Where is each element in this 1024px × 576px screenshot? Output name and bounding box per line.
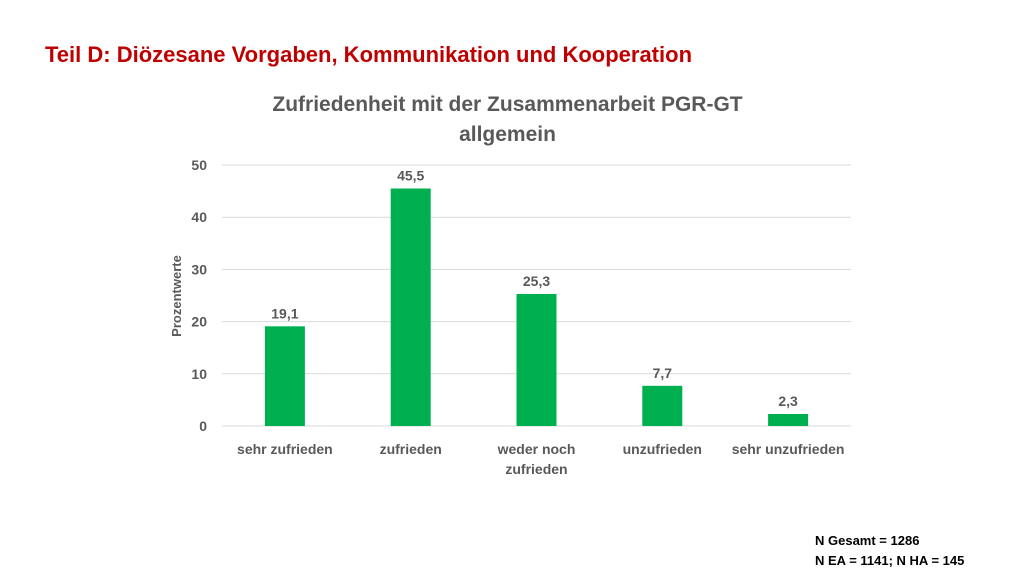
slide-title: Teil D: Diözesane Vorgaben, Kommunikatio… xyxy=(45,42,693,67)
x-tick-label-3: unzufrieden xyxy=(623,441,702,457)
sample-size-breakdown: N EA = 1141; N HA = 145 xyxy=(815,553,965,568)
chart-title-line-2: allgemein xyxy=(459,123,556,146)
bar-2 xyxy=(516,293,557,426)
value-label-3: 7,7 xyxy=(653,365,673,381)
y-tick-label-20: 20 xyxy=(191,314,207,330)
chart-title-line-1: Zufriedenheit mit der Zusammenarbeit PGR… xyxy=(272,93,743,116)
y-tick-label-30: 30 xyxy=(191,261,207,277)
x-tick-label-2-line-1: zufrieden xyxy=(505,461,567,477)
x-tick-label-1: zufrieden xyxy=(380,441,442,457)
bar-0 xyxy=(264,326,305,426)
x-tick-label-0: sehr zufrieden xyxy=(237,441,333,457)
y-tick-label-40: 40 xyxy=(191,209,207,225)
y-tick-label-10: 10 xyxy=(191,366,207,382)
y-tick-label-0: 0 xyxy=(199,418,207,434)
sample-size-note: N Gesamt = 1286 N EA = 1141; N HA = 145 xyxy=(815,531,964,571)
bar-1 xyxy=(390,188,431,426)
bar-3 xyxy=(642,385,683,426)
x-tick-label-4: sehr unzufrieden xyxy=(732,441,845,457)
value-label-2: 25,3 xyxy=(523,273,550,289)
x-tick-label-2-line-0: weder noch xyxy=(497,441,576,457)
sample-size-total: N Gesamt = 1286 xyxy=(815,533,920,548)
value-label-1: 45,5 xyxy=(397,167,424,183)
chart-title: Zufriedenheit mit der Zusammenarbeit PGR… xyxy=(200,90,815,150)
bar-4 xyxy=(768,413,809,426)
value-label-0: 19,1 xyxy=(271,305,298,321)
y-tick-label-50: 50 xyxy=(191,157,207,173)
y-axis-label: Prozentwerte xyxy=(169,255,184,337)
value-label-4: 2,3 xyxy=(778,393,798,409)
